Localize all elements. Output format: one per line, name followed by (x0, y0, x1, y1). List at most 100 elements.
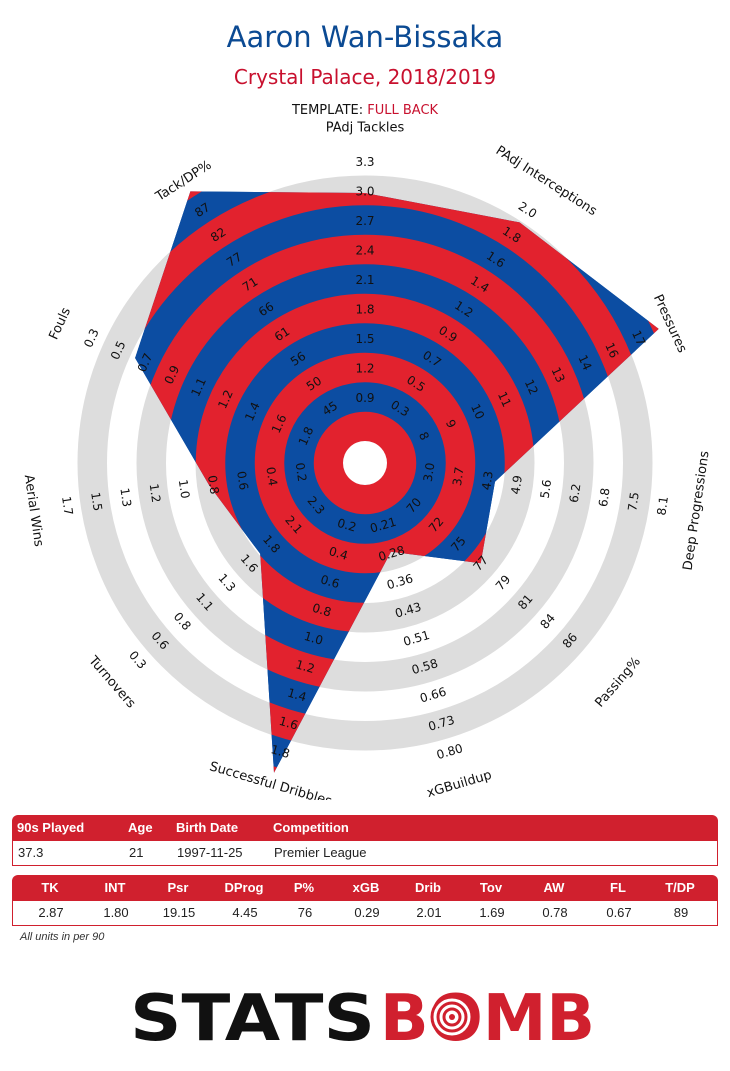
info-value-birth-date: 1997-11-25 (177, 845, 243, 860)
radar-axis-name: xGBuildup (425, 768, 493, 800)
radar-tick-label: 17 (629, 328, 648, 348)
stats-value-tov: 1.69 (479, 905, 505, 920)
stats-value-tdp: 89 (673, 905, 689, 920)
stats-header-fl: FL (610, 880, 626, 895)
radar-tick-label: 1.8 (269, 742, 291, 761)
info-value-competition: Premier League (274, 845, 367, 860)
radar-tick-label: 0.3 (126, 648, 149, 672)
radar-tick-label: 0.8 (171, 610, 194, 634)
radar-tick-label: 1.6 (277, 714, 299, 733)
logo-stats-text: STATS (130, 982, 375, 1050)
radar-tick-label: 1.7 (59, 495, 76, 516)
radar-tick-label: 0.36 (385, 571, 415, 592)
radar-tick-label: 8.1 (654, 495, 671, 516)
stats-header-tdp: T/DP (665, 880, 695, 895)
statsbomb-logo: STATS BOMB (0, 982, 730, 1052)
radar-tick-label: 0.8 (205, 474, 222, 495)
info-table-row: 37.3 21 1997-11-25 Premier League (12, 841, 718, 866)
radar-tick-label: 3.0 (421, 462, 438, 483)
radar-tick-label: 12 (522, 377, 541, 397)
radar-tick-label: 1.0 (302, 629, 324, 648)
stats-value-psr: 19.15 (162, 905, 196, 920)
radar-tick-label: 61 (272, 324, 292, 344)
radar-tick-label: 0.51 (402, 628, 432, 649)
radar-tick-label: 0.6 (234, 470, 251, 491)
radar-tick-label: 16 (602, 340, 621, 360)
stats-header-psr: Psr (167, 880, 189, 895)
stats-value-int: 1.80 (103, 905, 129, 920)
radar-tick-label: 3.0 (355, 185, 374, 199)
stats-header-xgb: xGB (352, 880, 380, 895)
radar-tick-label: 2.4 (355, 244, 374, 258)
radar-tick-label: 13 (549, 365, 568, 385)
stats-value-fl: 0.67 (606, 905, 632, 920)
radar-tick-label: 1.3 (117, 487, 134, 508)
radar-tick-label: 3.7 (450, 466, 467, 487)
info-value-90s: 37.3 (18, 845, 44, 860)
radar-band (224, 322, 506, 604)
units-note: All units in per 90 (20, 931, 105, 943)
radar-axis-name: Passing% (592, 654, 643, 710)
radar-tick-label: 77 (224, 250, 244, 270)
stats-header-tov: Tov (479, 880, 503, 895)
stats-header-int: INT (104, 880, 126, 895)
radar-chart: 0.91.21.51.82.12.42.73.03.30.30.50.70.91… (21, 121, 713, 801)
radar-tick-label: 1.2 (294, 657, 316, 676)
radar-ring (77, 175, 653, 751)
info-header-birth-date: Birth Date (176, 820, 239, 835)
radar-tick-label: 79 (493, 572, 514, 593)
radar-center (343, 441, 387, 485)
radar-tick-label: 1.5 (88, 491, 105, 512)
team-season: Crystal Palace, 2018/2019 (233, 65, 497, 89)
stats-header-drib: Drib (415, 880, 441, 895)
stats-header-p-pct: P% (293, 880, 315, 895)
radar-tick-label: 6.2 (567, 483, 584, 504)
radar-tick-label: 87 (192, 200, 212, 220)
stats-value-tk: 2.87 (38, 905, 64, 920)
radar-tick-label: 0.8 (311, 601, 333, 620)
radar-tick-label: 10 (468, 402, 487, 422)
stats-table-row: 2.87 1.80 19.15 4.45 76 0.29 2.01 1.69 0… (12, 901, 718, 926)
radar-tick-labels: 0.91.21.51.82.12.42.73.03.30.30.50.70.91… (59, 155, 671, 762)
target-icon (430, 995, 474, 1039)
radar-tick-label: 50 (304, 374, 324, 394)
radar-tick-label: 4.3 (479, 470, 496, 491)
radar-tick-label: 4.9 (508, 474, 525, 495)
stats-value-xgb: 0.29 (354, 905, 380, 920)
radar-tick-label: 0.4 (263, 466, 280, 487)
radar-tick-label: 84 (537, 611, 558, 632)
info-header-90s: 90s Played (17, 820, 85, 835)
info-table-header: 90s Played Age Birth Date Competition (12, 815, 718, 841)
radar-tick-label: 0.9 (355, 391, 374, 405)
radar-tick-label: 0.6 (319, 572, 341, 591)
radar-axis-name: Successful Dribbles (208, 759, 334, 800)
stats-table-header: TK INT Psr DProg P% xGB Drib Tov AW FL T… (12, 875, 718, 901)
radar-tick-label: 2.0 (516, 199, 540, 221)
radar-tick-label: 2.7 (355, 214, 374, 228)
radar-tick-label: 82 (208, 225, 228, 245)
radar-tick-label: 5.6 (538, 479, 555, 500)
radar-axis-name: Pressures (650, 292, 690, 355)
radar-axis-name: Fouls (47, 305, 75, 342)
radar-tick-label: 1.0 (176, 479, 193, 500)
stats-value-dprog: 4.45 (232, 905, 258, 920)
radar-tick-label: 1.2 (147, 483, 164, 504)
radar-tick-label: 0.4 (327, 544, 349, 563)
radar-band (313, 411, 417, 515)
stats-value-p-pct: 76 (297, 905, 313, 920)
radar-tick-label: 0.2 (293, 462, 310, 483)
stats-header-aw: AW (543, 880, 565, 895)
stats-table: TK INT Psr DProg P% xGB Drib Tov AW FL T… (12, 875, 718, 926)
radar-axis-name: Deep Progressions (681, 450, 713, 572)
radar-tick-label: 0.3 (81, 327, 102, 350)
info-table: 90s Played Age Birth Date Competition 37… (12, 815, 718, 866)
template-line: TEMPLATE: FULL BACK (0, 103, 730, 118)
stats-header-tk: TK (41, 880, 59, 895)
radar-tick-label: 1.4 (286, 686, 308, 705)
radar-tick-label: 71 (240, 274, 260, 294)
radar-axis-name: PAdj Interceptions (493, 143, 600, 219)
stats-value-drib: 2.01 (416, 905, 442, 920)
info-header-competition: Competition (273, 820, 349, 835)
radar-tick-label: 2.1 (355, 273, 374, 287)
radar-tick-label: 1.3 (215, 571, 238, 595)
